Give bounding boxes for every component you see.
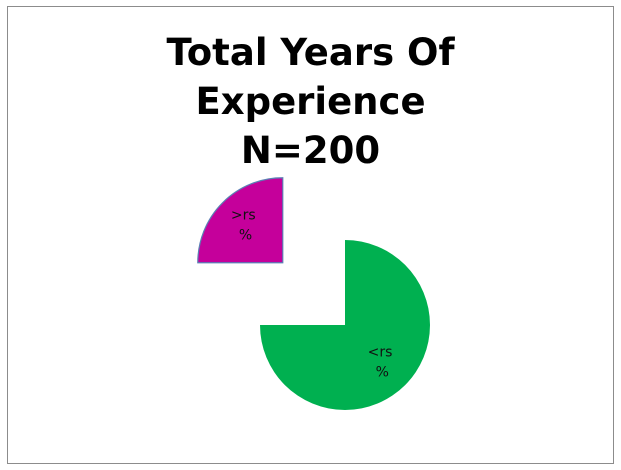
slice-label-gt: >rs % [231, 208, 260, 244]
chart-title-line-3: N=200 [240, 129, 381, 172]
slice-label-gt-line-1: >rs [231, 208, 256, 224]
slice-label-lt-line-1: <rs [368, 344, 393, 360]
pie-slice-lt[interactable] [260, 240, 430, 410]
chart-title: Total Years Of Experience N=200 [0, 28, 621, 175]
slice-label-lt-line-2: % [376, 364, 389, 380]
chart-title-line-1: Total Years Of [166, 31, 455, 74]
slice-label-gt-line-2: % [239, 228, 252, 244]
slice-label-lt: <rs % [368, 344, 397, 380]
chart-title-line-2: Experience [195, 80, 426, 123]
pie-slice-gt[interactable] [197, 177, 284, 264]
